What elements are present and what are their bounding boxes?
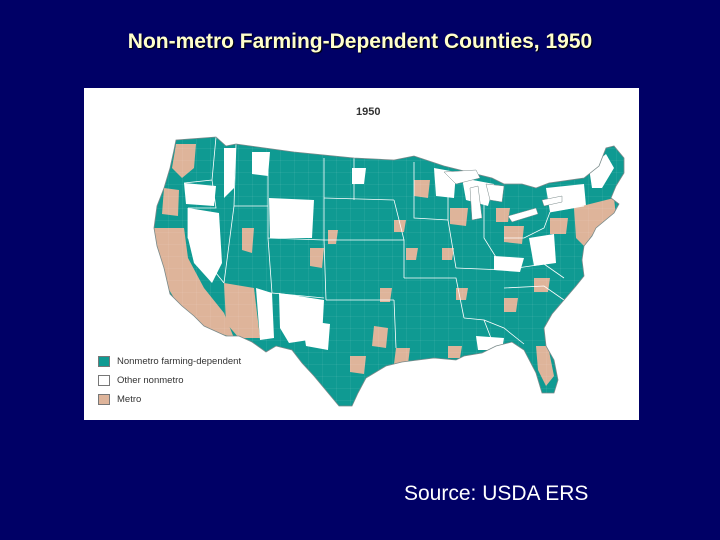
legend-swatch-metro (98, 394, 110, 405)
state-borders (183, 137, 585, 349)
slide-title: Non-metro Farming-Dependent Counties, 19… (127, 30, 593, 53)
legend-swatch-other-nonmetro (98, 375, 110, 386)
map-year-label: 1950 (356, 106, 381, 118)
legend-item-other-nonmetro: Other nonmetro (98, 371, 241, 390)
legend-item-farming-dependent: Nonmetro farming-dependent (98, 352, 241, 371)
legend-label: Other nonmetro (117, 375, 184, 386)
legend-label: Nonmetro farming-dependent (117, 356, 242, 367)
us-outline (153, 136, 625, 407)
us-county-map (153, 136, 625, 407)
legend-item-metro: Metro (98, 390, 241, 409)
source-caption: Source: USDA ERS (404, 482, 589, 505)
legend-swatch-farming-dependent (98, 356, 110, 367)
legend-label: Metro (117, 394, 142, 405)
great-lakes (443, 169, 563, 223)
map-frame: 1950 Nonmetro farming-dependent Other no… (84, 88, 639, 420)
map-legend: Nonmetro farming-dependent Other nonmetr… (98, 352, 241, 409)
